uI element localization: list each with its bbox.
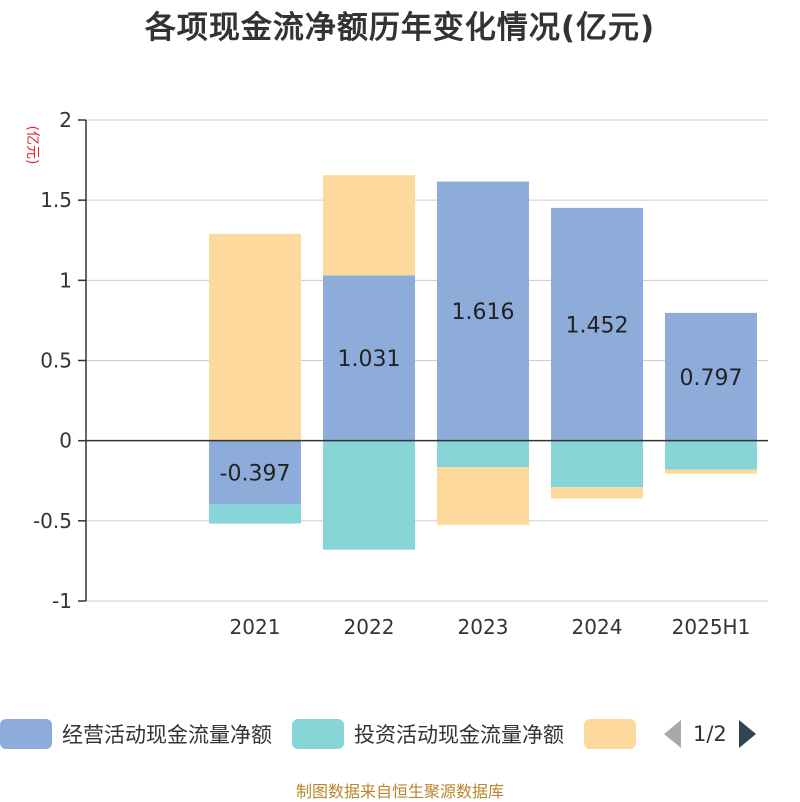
bars [209, 175, 757, 550]
data-label-2024: 1.452 [566, 313, 629, 338]
bar-2022-series-2[interactable] [323, 440, 415, 550]
legend-item-operating[interactable]: 经营活动现金流量净额 [0, 719, 272, 749]
bar-2023-series-3[interactable] [437, 467, 529, 525]
y-axis-unit-label: (亿元) [24, 126, 40, 165]
legend-swatch-operating [0, 719, 52, 749]
bar-2023-series-2[interactable] [437, 440, 529, 468]
legend-item-financing[interactable] [584, 719, 646, 749]
bar-2022-series-3[interactable] [323, 175, 415, 276]
data-label-2021: -0.397 [220, 461, 291, 486]
y-axis-ticks: 2 1.5 1 0.5 0 -0.5 -1 [33, 108, 86, 613]
legend-label-operating: 经营活动现金流量净额 [62, 723, 272, 747]
y-tick-label: 1.5 [40, 188, 72, 212]
bar-chart: 2 1.5 1 0.5 0 -0.5 -1 2021 2022 2023 2024 2025H1 -… [24, 108, 768, 639]
legend-page-indicator: 1/2 [693, 722, 727, 746]
bar-2024-series-3[interactable] [551, 487, 643, 499]
bar-2022-series-1[interactable] [323, 275, 415, 441]
data-label-2022: 1.031 [338, 347, 401, 372]
y-tick-label: 1 [59, 268, 72, 292]
bar-2024-series-1[interactable] [551, 207, 643, 441]
x-tick-label: 2021 [230, 615, 281, 639]
y-tick-label: 0 [59, 429, 72, 453]
x-tick-label: 2025H1 [672, 615, 751, 639]
bar-2024-series-2[interactable] [551, 440, 643, 488]
x-tick-label: 2023 [458, 615, 509, 639]
data-label-2023: 1.616 [452, 300, 515, 325]
bar-2025H1-series-1[interactable] [665, 312, 757, 441]
legend: 经营活动现金流量净额 投资活动现金流量净额 1/2 [0, 712, 800, 756]
x-tick-label: 2022 [344, 615, 395, 639]
x-tick-label: 2024 [572, 615, 623, 639]
legend-label-investing: 投资活动现金流量净额 [354, 723, 564, 747]
grid-lines [86, 119, 768, 602]
legend-swatch-investing [292, 719, 344, 749]
legend-next-page-icon[interactable] [738, 720, 756, 748]
bar-2021-series-2[interactable] [209, 504, 301, 524]
bar-2025H1-series-2[interactable] [665, 440, 757, 470]
bar-2021-series-3[interactable] [209, 233, 301, 441]
legend-pager: 1/2 [664, 720, 756, 748]
axes [85, 120, 768, 601]
y-tick-label: 2 [59, 108, 72, 132]
chart-title: 各项现金流净额历年变化情况(亿元) [144, 10, 656, 46]
y-tick-label: -0.5 [33, 509, 72, 533]
data-labels: -0.397 1.031 1.616 1.452 0.797 [220, 300, 743, 486]
bar-2023-series-1[interactable] [437, 181, 529, 441]
bar-2021-series-1[interactable] [209, 440, 301, 505]
legend-item-investing[interactable]: 投资活动现金流量净额 [292, 719, 564, 749]
x-axis-ticks: 2021 2022 2023 2024 2025H1 [230, 615, 751, 639]
bar-2025H1-series-3[interactable] [665, 469, 757, 474]
y-tick-label: -1 [52, 589, 72, 613]
legend-prev-page-icon[interactable] [664, 720, 681, 748]
legend-swatch-financing [584, 719, 636, 749]
data-source-note: 制图数据来自恒生聚源数据库 [295, 782, 504, 801]
data-label-2025H1: 0.797 [680, 366, 743, 391]
y-tick-label: 0.5 [40, 349, 72, 373]
